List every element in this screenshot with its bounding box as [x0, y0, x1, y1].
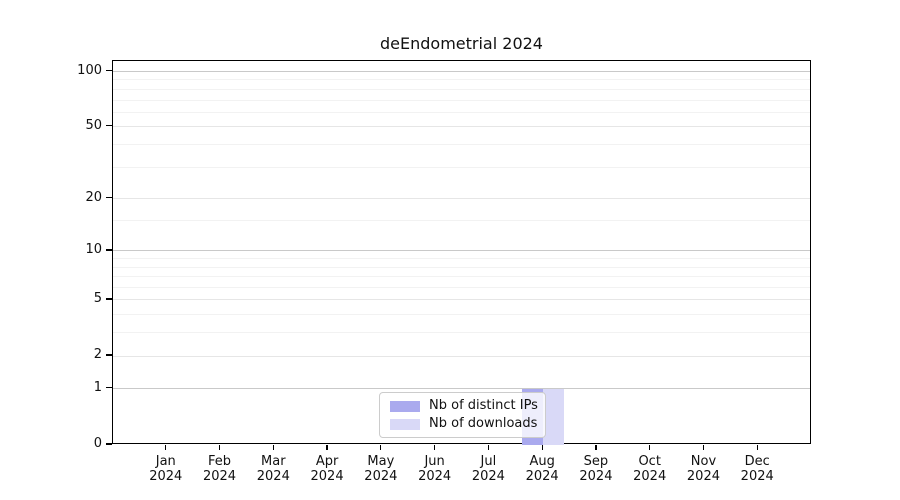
x-tick-mark [756, 444, 758, 450]
plot-area [112, 60, 811, 445]
legend-label: Nb of downloads [429, 416, 538, 431]
minor-gridline [113, 88, 810, 90]
major-gridline [113, 388, 810, 390]
x-tick-label: Dec 2024 [740, 454, 774, 484]
major-gridline [113, 355, 810, 357]
minor-gridline [113, 143, 810, 145]
x-tick-label: Nov 2024 [686, 454, 720, 484]
x-tick-mark [272, 444, 274, 450]
minor-gridline [113, 266, 810, 268]
y-tick-label: 1 [93, 379, 102, 395]
x-tick-label: Aug 2024 [525, 454, 559, 484]
x-tick-label: May 2024 [364, 454, 398, 484]
distinct-ips-swatch [390, 400, 420, 412]
x-tick-mark [595, 444, 597, 450]
minor-gridline [113, 314, 810, 316]
y-tick-mark [106, 443, 112, 445]
bar-aug-downloads [543, 388, 564, 445]
x-tick-label: Feb 2024 [202, 454, 237, 484]
y-tick-mark [106, 125, 112, 127]
minor-gridline [113, 287, 810, 289]
y-tick-label: 50 [85, 117, 102, 133]
x-tick-mark [702, 444, 705, 450]
y-tick-label: 100 [77, 62, 102, 78]
minor-gridline [113, 220, 810, 222]
legend-label: Nb of distinct IPs [429, 398, 538, 413]
downloads-swatch [390, 418, 420, 430]
y-tick-mark [106, 249, 112, 251]
x-tick-label: Apr 2024 [310, 454, 344, 484]
y-tick-label: 20 [85, 189, 102, 205]
major-gridline [113, 126, 810, 128]
minor-gridline [113, 166, 810, 168]
x-tick-mark [434, 444, 436, 450]
y-tick-label: 5 [93, 290, 102, 306]
minor-gridline [113, 332, 810, 334]
x-tick-mark [218, 444, 221, 450]
x-tick-label: Mar 2024 [256, 454, 290, 484]
major-gridline [113, 250, 810, 252]
major-gridline [113, 198, 810, 200]
x-tick-mark [541, 444, 543, 450]
minor-gridline [113, 276, 810, 278]
x-tick-label: Oct 2024 [633, 454, 667, 484]
x-tick-mark [380, 444, 382, 450]
minor-gridline [113, 258, 810, 260]
major-gridline [113, 71, 810, 72]
x-tick-label: Jan 2024 [149, 454, 183, 484]
x-tick-mark [487, 444, 489, 450]
y-tick-mark [106, 387, 112, 389]
x-tick-label: Sep 2024 [579, 454, 613, 484]
x-tick-mark [326, 444, 328, 450]
x-tick-label: Jun 2024 [418, 454, 452, 484]
chart-title: deEndometrial 2024 [380, 34, 543, 53]
legend: Nb of distinct IPs Nb of downloads [379, 392, 546, 438]
x-tick-mark [649, 444, 651, 450]
minor-gridline [113, 79, 810, 81]
legend-item-distinct-ips: Nb of distinct IPs [390, 397, 539, 415]
major-gridline [113, 299, 810, 301]
x-tick-label: Jul 2024 [471, 454, 505, 484]
x-tick-mark [165, 444, 167, 450]
y-tick-mark [106, 69, 112, 72]
y-tick-mark [106, 298, 112, 300]
y-tick-label: 10 [85, 241, 102, 257]
minor-gridline [113, 111, 810, 113]
y-tick-mark [106, 197, 112, 199]
y-tick-label: 2 [93, 347, 102, 363]
minor-gridline [113, 99, 810, 101]
y-tick-mark [106, 354, 112, 356]
legend-item-downloads: Nb of downloads [390, 415, 539, 433]
y-tick-label: 0 [93, 436, 102, 451]
